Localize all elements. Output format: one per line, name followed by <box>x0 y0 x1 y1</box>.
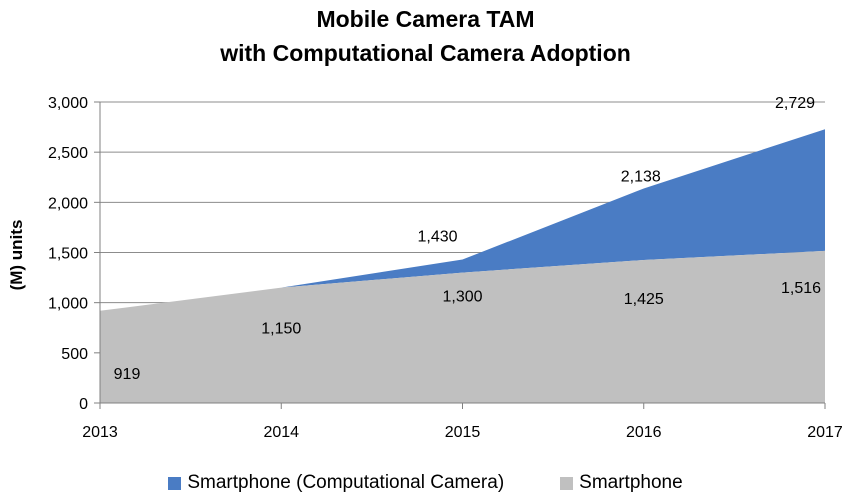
legend-label-smartphone: Smartphone <box>579 472 683 493</box>
legend: Smartphone (Computational Camera) Smartp… <box>0 472 851 494</box>
data-labels: 919 1,150 1,300 1,425 1,516 1,430 2,138 2,729 <box>114 95 821 383</box>
data-label-smartphone-2017: 1,516 <box>781 280 821 297</box>
x-tick-label-2015: 2015 <box>445 424 481 441</box>
x-tick-label-2013: 2013 <box>82 424 118 441</box>
y-tick-label-2500: 2,500 <box>48 145 88 162</box>
area-smartphone <box>100 250 825 403</box>
data-label-smartphone-2013: 919 <box>114 366 141 383</box>
data-label-smartphone-2014: 1,150 <box>261 321 301 338</box>
x-tick-label-2014: 2014 <box>263 424 299 441</box>
legend-label-computational: Smartphone (Computational Camera) <box>187 472 505 493</box>
data-label-total-2016: 2,138 <box>621 168 661 185</box>
legend-item-computational: Smartphone (Computational Camera) <box>168 472 504 494</box>
legend-swatch-smartphone <box>560 476 574 490</box>
data-label-total-2017: 2,729 <box>775 95 815 112</box>
chart-title-line-2: with Computational Camera Adoption <box>220 40 631 66</box>
y-tick-label-1000: 1,000 <box>48 296 88 313</box>
area-layer <box>100 129 825 403</box>
chart-title-line-1: Mobile Camera TAM <box>316 6 535 32</box>
legend-item-smartphone: Smartphone <box>560 472 683 494</box>
chart-title: Mobile Camera TAM with Computational Cam… <box>0 2 851 70</box>
y-axis-label: (M) units <box>7 220 26 291</box>
y-tick-label-2000: 2,000 <box>48 195 88 212</box>
y-tick-label-3000: 3,000 <box>48 95 88 112</box>
x-tick-label-2016: 2016 <box>626 424 662 441</box>
legend-swatch-computational <box>168 476 182 490</box>
axes: 0 500 1,000 1,500 2,000 2,500 3,000 2013 2014 201… <box>48 95 843 441</box>
y-tick-label-1500: 1,500 <box>48 246 88 263</box>
chart-plot: 0 500 1,000 1,500 2,000 2,500 3,000 2013 2014 201… <box>7 95 843 441</box>
data-label-total-2015: 1,430 <box>417 229 457 246</box>
data-label-smartphone-2015: 1,300 <box>442 289 482 306</box>
area-computational-camera <box>100 129 825 311</box>
data-label-smartphone-2016: 1,425 <box>624 291 664 308</box>
y-tick-label-500: 500 <box>61 346 88 363</box>
y-tick-label-0: 0 <box>79 396 88 413</box>
x-tick-label-2017: 2017 <box>807 424 843 441</box>
